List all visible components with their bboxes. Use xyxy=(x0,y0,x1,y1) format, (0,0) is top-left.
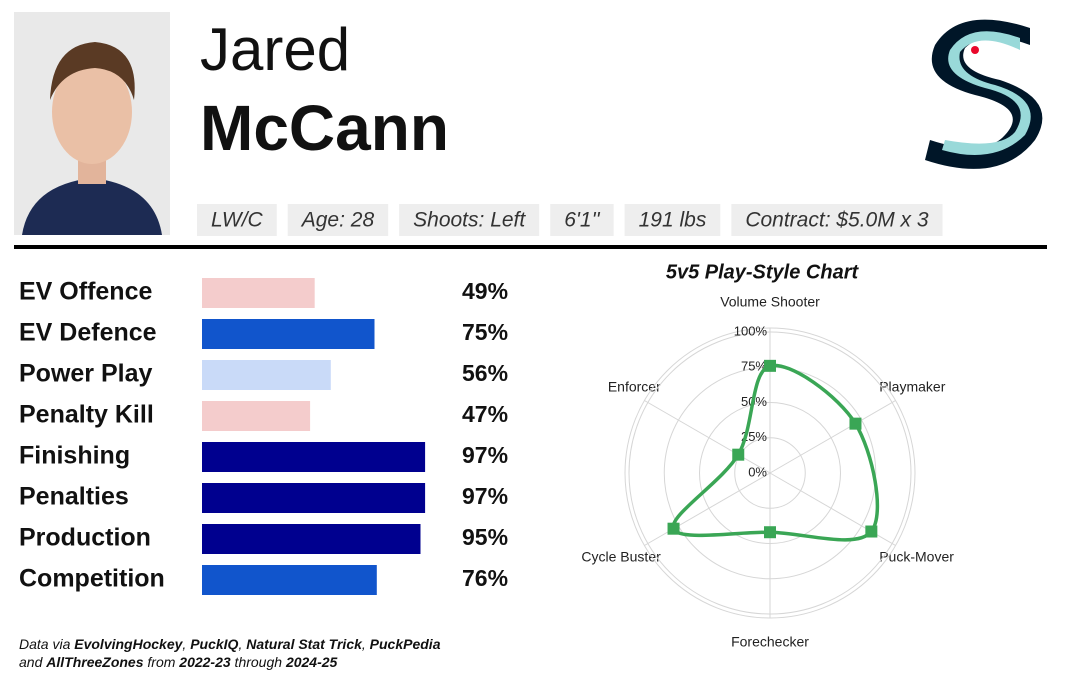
value-label: 76% xyxy=(462,565,508,591)
bar xyxy=(202,278,315,308)
footer-text: through xyxy=(231,654,286,670)
footer-text: EvolvingHockey xyxy=(74,636,183,652)
footer-text: from xyxy=(144,654,180,670)
radar-point xyxy=(732,448,745,461)
tag-text: Shoots: Left xyxy=(413,209,526,232)
tag-text: LW/C xyxy=(211,209,264,232)
radar-point xyxy=(865,525,878,538)
footer-text: , xyxy=(362,636,370,652)
tag-box xyxy=(399,204,540,236)
footer-text: , xyxy=(182,636,190,652)
grid-ring xyxy=(699,402,841,544)
spoke xyxy=(644,400,771,474)
category-label: Finishing xyxy=(19,442,130,470)
footer: Data via EvolvingHockey, PuckIQ, Natural… xyxy=(19,636,441,670)
footer-text: Natural Stat Trick xyxy=(246,636,363,652)
ring-label: 0% xyxy=(748,464,767,479)
footer-text: 2024-25 xyxy=(285,654,338,670)
footer-text: AllThreeZones xyxy=(45,654,143,670)
value-label: 75% xyxy=(462,319,508,345)
axis-label: Enforcer xyxy=(608,379,661,395)
radar-point xyxy=(667,522,680,535)
axis-label: Volume Shooter xyxy=(720,294,820,310)
footer-text: , xyxy=(238,636,246,652)
grid-ring xyxy=(734,437,806,509)
footer-line: and AllThreeZones from 2022-23 through 2… xyxy=(19,654,338,670)
axis-label: Playmaker xyxy=(879,379,945,395)
grid-ring xyxy=(628,331,912,615)
last-name: McCann xyxy=(200,92,449,164)
radar-chart: 5v5 Play-Style Chart Volume Shooter Playma… xyxy=(581,261,954,649)
footer-text: and xyxy=(19,654,46,670)
category-label: Production xyxy=(19,524,151,552)
photo-figure xyxy=(22,42,162,235)
footer-text: PuckIQ xyxy=(190,636,238,652)
category-label: Penalty Kill xyxy=(19,401,154,429)
divider xyxy=(14,245,1047,249)
category-label: EV Defence xyxy=(19,319,157,347)
category-label: Power Play xyxy=(19,360,152,388)
outer-ring xyxy=(624,327,916,619)
radar-point xyxy=(764,526,776,539)
bar xyxy=(202,360,331,390)
footer-text: 2022-23 xyxy=(178,654,231,670)
value-label: 95% xyxy=(462,524,508,550)
radar-point xyxy=(764,359,776,372)
axis-label: Puck-Mover xyxy=(879,549,954,565)
footer-line: Data via EvolvingHockey, PuckIQ, Natural… xyxy=(19,636,441,652)
chart-title: 5v5 Play-Style Chart xyxy=(666,261,860,283)
tag-box xyxy=(731,204,943,236)
value-label: 97% xyxy=(462,483,508,509)
bar xyxy=(202,401,311,431)
spoke xyxy=(769,400,896,474)
spoke xyxy=(644,472,771,546)
bar xyxy=(202,565,377,595)
tag-text: 6'1'' xyxy=(564,209,600,232)
tag-box xyxy=(624,204,721,236)
tag-box xyxy=(287,204,389,236)
axis-label: Cycle Buster xyxy=(581,549,661,565)
tag-box xyxy=(550,204,614,236)
radar-point xyxy=(849,417,862,430)
tag-text: Age: 28 xyxy=(300,209,375,232)
value-label: 56% xyxy=(462,360,508,386)
category-label: Competition xyxy=(19,565,165,593)
category-label: Penalties xyxy=(19,483,129,511)
ring-label: 75% xyxy=(741,359,767,374)
bar xyxy=(202,483,426,513)
value-label: 97% xyxy=(462,442,508,468)
first-name: Jared xyxy=(200,16,350,83)
tag-box xyxy=(197,204,277,236)
bar xyxy=(202,524,421,554)
value-label: 47% xyxy=(462,401,508,427)
team-logo xyxy=(925,19,1043,169)
value-label: 49% xyxy=(462,278,508,304)
category-label: EV Offence xyxy=(19,278,152,306)
axis-label: Forechecker xyxy=(731,634,809,650)
tag-text: 191 lbs xyxy=(639,209,707,232)
bar xyxy=(202,319,375,349)
info-tags: LW/C Age: 28 Shoots: Left 6'1'' 191 lbs Contr… xyxy=(197,204,943,236)
tag-text: Contract: $5.0M x 3 xyxy=(745,209,929,232)
rating-bars: EV Offence 49% EV Defence 75% Power Play 56% P… xyxy=(19,278,508,595)
radar-line xyxy=(671,363,880,542)
footer-text: Data via xyxy=(19,636,74,652)
footer-text: PuckPedia xyxy=(370,636,441,652)
bar xyxy=(202,442,426,472)
ring-label: 100% xyxy=(734,323,768,338)
